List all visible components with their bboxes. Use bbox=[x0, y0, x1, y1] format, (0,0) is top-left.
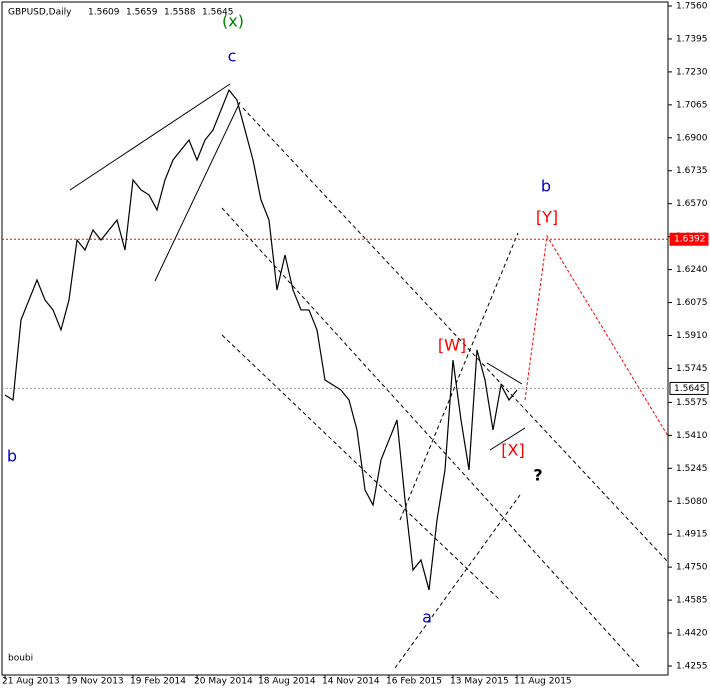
y-tick-label: 1.6240 bbox=[676, 265, 708, 275]
y-tick-label: 1.4255 bbox=[676, 662, 708, 672]
wave-label: c bbox=[228, 47, 237, 66]
x-tick-label: 13 May 2015 bbox=[450, 677, 509, 687]
wave-label: ? bbox=[533, 466, 542, 485]
price-label: 1.6392 bbox=[674, 235, 706, 245]
y-tick-label: 1.5575 bbox=[676, 398, 708, 408]
y-tick-label: 1.5245 bbox=[676, 464, 708, 474]
footer: boubi bbox=[8, 654, 33, 664]
y-tick-label: 1.7065 bbox=[676, 100, 708, 110]
trendline bbox=[69, 83, 231, 191]
channel-line bbox=[221, 334, 501, 601]
ohlc-value: 1.5645 bbox=[202, 8, 234, 18]
price-label-box bbox=[669, 381, 709, 395]
channel-line bbox=[242, 107, 669, 563]
y-tick-label: 1.6570 bbox=[676, 199, 708, 209]
trendlines bbox=[69, 83, 526, 451]
x-tick-label: 19 Feb 2014 bbox=[130, 677, 186, 687]
price-label: 1.5645 bbox=[674, 384, 706, 394]
wave-label: a bbox=[422, 608, 432, 627]
price-line bbox=[4, 88, 518, 591]
ohlc-value: 1.5588 bbox=[164, 8, 196, 18]
ohlc-value: 1.5609 bbox=[88, 8, 120, 18]
plot-frame bbox=[1, 1, 669, 676]
x-tick-label: 19 Nov 2013 bbox=[66, 677, 124, 687]
x-tick-label: 20 May 2014 bbox=[194, 677, 253, 687]
wave-label: b bbox=[541, 177, 551, 196]
wave-label: b bbox=[7, 447, 17, 466]
x-tick-label: 11 Aug 2015 bbox=[514, 677, 572, 687]
y-tick-label: 1.5910 bbox=[676, 331, 708, 341]
y-tick-label: 1.4915 bbox=[676, 530, 708, 540]
y-tick-label: 1.6075 bbox=[676, 298, 708, 308]
trendline bbox=[489, 427, 526, 451]
y-tick-label: 1.7395 bbox=[676, 34, 708, 44]
y-tick-label: 1.5080 bbox=[676, 497, 708, 507]
wave-label: [W] bbox=[438, 336, 466, 355]
y-tick-label: 1.6900 bbox=[676, 133, 708, 143]
y-tick-label: 1.4750 bbox=[676, 563, 708, 573]
channel-line bbox=[394, 494, 521, 669]
ohlc-value: 1.5659 bbox=[126, 8, 158, 18]
wave-label: [Y] bbox=[536, 208, 558, 227]
y-tick-label: 1.7230 bbox=[676, 67, 708, 77]
y-tick-label: 1.4420 bbox=[676, 629, 708, 639]
x-tick-label: 16 Feb 2015 bbox=[386, 677, 442, 687]
trendline bbox=[154, 101, 241, 282]
wave-label: [X] bbox=[501, 441, 524, 460]
x-tick-label: 18 Aug 2014 bbox=[258, 677, 316, 687]
trendline bbox=[486, 362, 523, 385]
forecast-path bbox=[524, 234, 669, 437]
wave-label: (x) bbox=[222, 12, 244, 31]
y-tick-label: 1.7560 bbox=[676, 1, 708, 11]
channel-line bbox=[399, 232, 519, 521]
symbol-title: GBPUSD,Daily bbox=[8, 8, 72, 18]
x-tick-label: 21 Aug 2013 bbox=[2, 677, 60, 687]
y-tick-label: 1.5745 bbox=[676, 364, 708, 374]
price-label-box bbox=[669, 232, 709, 246]
channel-line bbox=[221, 207, 641, 669]
channels bbox=[221, 107, 669, 669]
x-tick-label: 14 Nov 2014 bbox=[322, 677, 380, 687]
y-tick-label: 1.4585 bbox=[676, 596, 708, 606]
y-tick-label: 1.5410 bbox=[676, 431, 708, 441]
y-tick-label: 1.6735 bbox=[676, 166, 708, 176]
